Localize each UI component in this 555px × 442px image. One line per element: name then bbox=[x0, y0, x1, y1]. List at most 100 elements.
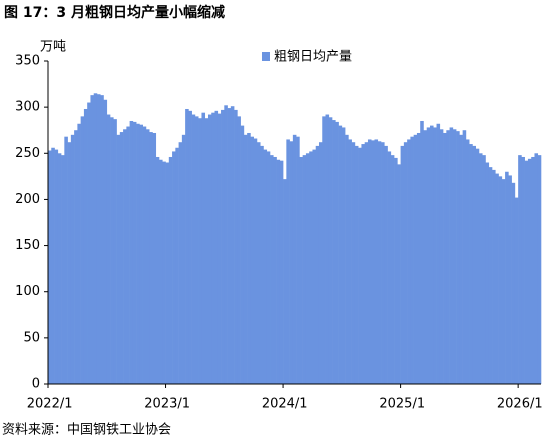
bar bbox=[485, 162, 490, 384]
bar bbox=[198, 118, 202, 385]
chart-title: 图 17：3 月粗钢日均产量小幅缩减 bbox=[4, 4, 225, 21]
bar bbox=[260, 145, 264, 384]
bar bbox=[508, 175, 512, 384]
bar bbox=[67, 142, 72, 384]
bar bbox=[403, 142, 408, 384]
bar bbox=[436, 123, 441, 385]
bar bbox=[452, 129, 457, 384]
bar bbox=[129, 120, 134, 384]
y-tick-label: 350 bbox=[15, 54, 40, 69]
bar bbox=[443, 132, 447, 384]
bar bbox=[253, 138, 258, 384]
bar bbox=[139, 124, 143, 385]
bar bbox=[270, 155, 274, 384]
bar bbox=[488, 167, 493, 384]
bar bbox=[126, 126, 130, 384]
bar bbox=[51, 147, 55, 384]
y-tick-label: 0 bbox=[32, 377, 40, 392]
y-tick-label: 50 bbox=[23, 330, 40, 345]
bar bbox=[527, 158, 532, 384]
bar bbox=[283, 179, 287, 384]
bar bbox=[119, 132, 124, 384]
bar bbox=[537, 155, 542, 384]
bar bbox=[106, 114, 111, 385]
bar bbox=[247, 132, 251, 384]
bar bbox=[345, 134, 349, 384]
bar bbox=[446, 130, 450, 384]
bar bbox=[456, 131, 460, 384]
bar bbox=[332, 120, 336, 384]
bar bbox=[358, 147, 362, 384]
y-tick-label: 100 bbox=[15, 284, 40, 299]
bar bbox=[312, 149, 317, 384]
bar bbox=[77, 123, 81, 385]
bar bbox=[103, 99, 108, 384]
bar bbox=[136, 123, 140, 385]
x-tick-label: 2025/1 bbox=[379, 397, 425, 412]
bar bbox=[110, 117, 114, 385]
bar bbox=[462, 130, 467, 384]
bar bbox=[113, 119, 117, 384]
x-tick-label: 2022/1 bbox=[27, 397, 73, 412]
bar bbox=[309, 151, 313, 384]
bar bbox=[377, 141, 382, 384]
bar bbox=[181, 134, 186, 384]
bar bbox=[387, 151, 392, 384]
source: 资料来源：中国钢铁工业协会 bbox=[2, 423, 171, 438]
x-tick-label: 2023/1 bbox=[144, 397, 190, 412]
bar bbox=[116, 134, 121, 384]
bar bbox=[296, 136, 300, 384]
bar bbox=[100, 95, 104, 384]
bar bbox=[266, 151, 271, 384]
bar bbox=[70, 134, 75, 384]
bar bbox=[410, 136, 414, 384]
legend-swatch bbox=[262, 52, 270, 61]
bar bbox=[390, 155, 395, 384]
bar bbox=[207, 114, 212, 385]
bar bbox=[459, 134, 463, 384]
bar bbox=[250, 136, 254, 384]
y-tick-label: 250 bbox=[15, 146, 40, 161]
bar bbox=[400, 145, 405, 384]
bar bbox=[534, 153, 539, 384]
bar bbox=[54, 149, 59, 384]
bar bbox=[335, 121, 339, 384]
y-tick-label: 150 bbox=[15, 238, 40, 253]
bar bbox=[465, 139, 470, 384]
bar bbox=[325, 114, 330, 385]
bar bbox=[420, 120, 424, 384]
bar bbox=[495, 173, 499, 384]
bar bbox=[511, 182, 516, 384]
y-tick-label: 300 bbox=[15, 100, 40, 115]
bar bbox=[155, 156, 160, 384]
bar bbox=[475, 148, 480, 384]
bar bbox=[338, 125, 343, 384]
bar bbox=[57, 153, 62, 384]
bar bbox=[168, 156, 173, 384]
bar bbox=[194, 116, 199, 384]
bar bbox=[276, 159, 281, 384]
bar bbox=[149, 132, 153, 384]
bar bbox=[175, 147, 179, 384]
bar bbox=[162, 161, 166, 384]
bar bbox=[188, 110, 192, 384]
bar bbox=[93, 93, 98, 385]
bar bbox=[524, 160, 529, 384]
bar bbox=[433, 127, 437, 385]
bar bbox=[185, 108, 189, 384]
bar bbox=[413, 134, 418, 384]
bar bbox=[492, 169, 496, 384]
bar bbox=[172, 151, 176, 384]
bar bbox=[201, 112, 206, 385]
bar bbox=[132, 121, 137, 384]
bar bbox=[318, 142, 323, 384]
bar bbox=[439, 129, 444, 384]
bar bbox=[341, 127, 346, 385]
x-tick-label: 2026/1 bbox=[497, 397, 543, 412]
bar bbox=[416, 132, 421, 384]
bar bbox=[482, 155, 486, 384]
bar bbox=[152, 132, 157, 384]
bar bbox=[96, 94, 101, 385]
bar bbox=[227, 108, 232, 385]
